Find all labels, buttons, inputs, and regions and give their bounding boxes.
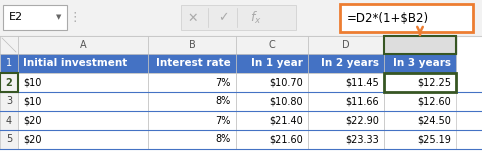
Text: ▼: ▼	[56, 14, 62, 20]
Bar	[236, 54, 308, 73]
Bar	[18, 130, 148, 149]
Text: $21.60: $21.60	[269, 134, 303, 144]
Text: ⋮: ⋮	[69, 11, 81, 24]
Bar	[308, 111, 384, 130]
Text: $11.45: $11.45	[345, 78, 379, 88]
Bar	[0, 73, 18, 92]
Bar	[384, 36, 456, 54]
Bar	[384, 54, 456, 73]
Bar	[148, 36, 236, 54]
Bar	[148, 73, 236, 92]
Text: $11.66: $11.66	[346, 96, 379, 106]
Text: $21.40: $21.40	[269, 115, 303, 125]
Text: $23.33: $23.33	[345, 134, 379, 144]
Text: 1: 1	[6, 59, 12, 69]
Bar	[308, 36, 384, 54]
Text: 5: 5	[6, 134, 12, 144]
Bar	[384, 92, 456, 111]
Text: $12.25: $12.25	[417, 78, 451, 88]
Bar	[0, 92, 18, 111]
Bar	[308, 92, 384, 111]
Text: 2: 2	[6, 78, 13, 88]
Text: 8%: 8%	[216, 134, 231, 144]
Text: $25.19: $25.19	[417, 134, 451, 144]
Bar	[236, 36, 308, 54]
Bar	[236, 130, 308, 149]
Text: In 3 years: In 3 years	[393, 59, 451, 69]
Bar	[236, 92, 308, 111]
Text: In 2 years: In 2 years	[321, 59, 379, 69]
Bar	[340, 4, 473, 32]
Text: $10: $10	[23, 78, 41, 88]
Bar	[0, 111, 18, 130]
Bar	[148, 111, 236, 130]
Text: $20: $20	[23, 115, 41, 125]
Text: $10: $10	[23, 96, 41, 106]
Text: ✕: ✕	[188, 11, 198, 24]
Bar	[18, 36, 148, 54]
Text: 4: 4	[6, 115, 12, 125]
Bar	[384, 36, 456, 54]
Text: ✓: ✓	[218, 11, 228, 24]
Text: 3: 3	[6, 96, 12, 106]
Text: C: C	[268, 40, 275, 50]
Text: $20: $20	[23, 134, 41, 144]
Text: 2: 2	[6, 78, 12, 88]
Text: $12.60: $12.60	[417, 96, 451, 106]
Bar	[0, 130, 18, 149]
Bar	[18, 92, 148, 111]
Text: B: B	[188, 40, 195, 50]
Bar	[384, 73, 456, 92]
Bar	[384, 130, 456, 149]
Text: E: E	[416, 40, 423, 50]
Bar	[0, 0, 482, 36]
Text: $10.70: $10.70	[269, 78, 303, 88]
Bar	[18, 73, 148, 92]
Text: $22.90: $22.90	[345, 115, 379, 125]
Bar	[0, 36, 482, 164]
Bar	[148, 54, 236, 73]
Bar	[3, 5, 67, 30]
Bar	[236, 111, 308, 130]
Text: D: D	[342, 40, 350, 50]
Bar	[236, 73, 308, 92]
Bar	[308, 130, 384, 149]
Text: 7%: 7%	[215, 78, 231, 88]
Bar	[148, 130, 236, 149]
Text: A: A	[80, 40, 86, 50]
Bar	[308, 54, 384, 73]
Bar	[308, 73, 384, 92]
Text: E2: E2	[9, 12, 23, 22]
Text: $24.50: $24.50	[417, 115, 451, 125]
Bar	[0, 73, 18, 92]
Text: Interest rate: Interest rate	[156, 59, 231, 69]
Bar	[148, 92, 236, 111]
Bar	[0, 54, 18, 73]
Text: 7%: 7%	[215, 115, 231, 125]
Bar	[18, 111, 148, 130]
Text: $10.80: $10.80	[269, 96, 303, 106]
Text: In 1 year: In 1 year	[251, 59, 303, 69]
Text: $f_x$: $f_x$	[250, 10, 262, 26]
Text: 8%: 8%	[216, 96, 231, 106]
Text: Initial investment: Initial investment	[23, 59, 127, 69]
Bar	[18, 54, 148, 73]
Bar	[384, 73, 456, 92]
Text: =D2*(1+$B2): =D2*(1+$B2)	[347, 11, 429, 24]
Bar	[181, 5, 296, 30]
Bar	[0, 36, 18, 54]
Bar	[384, 111, 456, 130]
